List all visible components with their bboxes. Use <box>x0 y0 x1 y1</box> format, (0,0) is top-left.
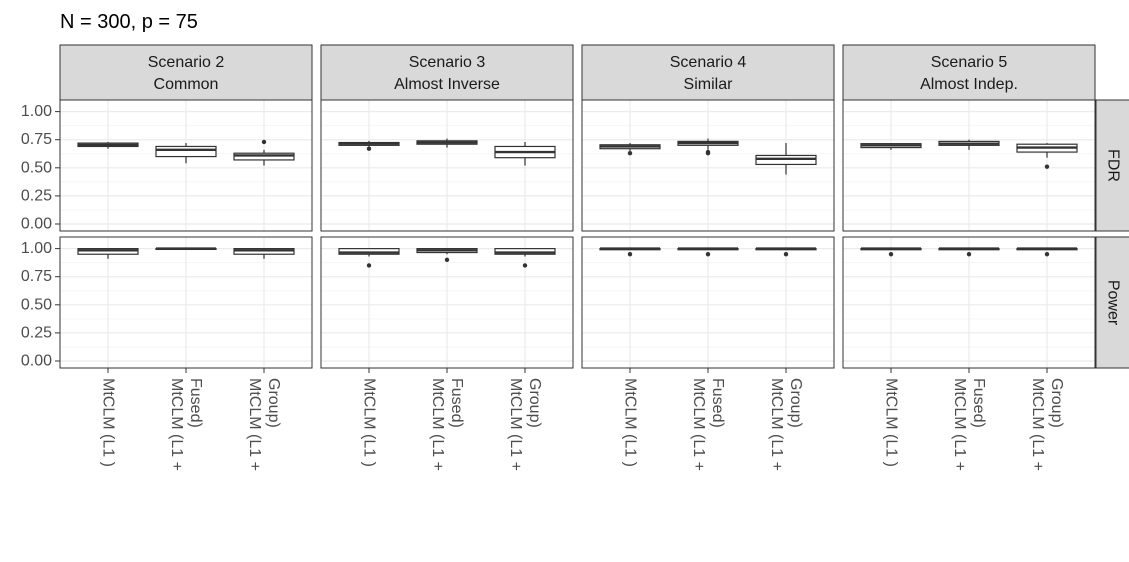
outlier-point <box>889 252 893 256</box>
y-tick-label: 0.25 <box>21 187 52 204</box>
outlier-point <box>262 140 266 144</box>
x-tick-label: MtCLM (L1 + <box>1029 378 1046 471</box>
x-tick-label: MtCLM (L1 ) <box>100 378 117 467</box>
x-tick-label: MtCLM (L1 + <box>768 378 785 471</box>
facet-strip-label-line1-4: Scenario 5 <box>931 54 1008 71</box>
x-tick-label: MtCLM (L1 + <box>429 378 446 471</box>
facet-strip-label-line1-3: Scenario 4 <box>670 54 747 71</box>
facet-strip-label-line2-1: Common <box>154 76 219 93</box>
y-tick-label: 0.00 <box>21 216 52 233</box>
outlier-point <box>967 252 971 256</box>
outlier-point <box>706 252 710 256</box>
x-tick-label: Group) <box>787 378 804 428</box>
x-tick-label: MtCLM (L1 ) <box>361 378 378 467</box>
x-tick-label: Group) <box>265 378 282 428</box>
y-tick-label: 1.00 <box>21 103 52 120</box>
x-tick-label: MtCLM (L1 + <box>951 378 968 471</box>
x-tick-label: MtCLM (L1 ) <box>622 378 639 467</box>
box-iqr <box>156 146 216 156</box>
x-tick-label: MtCLM (L1 + <box>690 378 707 471</box>
chart-title: N = 300, p = 75 <box>60 11 198 33</box>
x-tick-label: MtCLM (L1 + <box>507 378 524 471</box>
facet-strip-label-line2-4: Almost Indep. <box>920 76 1018 93</box>
y-tick-label: 0.50 <box>21 296 52 313</box>
boxplot-mtclm-l1-fused <box>156 249 216 250</box>
facet-strip-label-line2-2: Almost Inverse <box>394 76 500 93</box>
outlier-point <box>445 258 449 262</box>
outlier-point <box>1045 164 1049 168</box>
x-tick-label: Group) <box>1048 378 1065 428</box>
facet-strip-label-line2-3: Similar <box>684 76 734 93</box>
row-strip-label-power: Power <box>1105 280 1122 326</box>
outlier-point <box>523 263 527 267</box>
x-tick-label: MtCLM (L1 ) <box>883 378 900 467</box>
x-tick-label: Fused) <box>187 378 204 428</box>
outlier-point <box>628 252 632 256</box>
row-strip-label-fdr: FDR <box>1105 149 1122 182</box>
y-tick-label: 0.75 <box>21 268 52 285</box>
x-tick-label: Fused) <box>709 378 726 428</box>
facet-strip-label-line1-2: Scenario 3 <box>409 54 486 71</box>
x-tick-label: MtCLM (L1 + <box>168 378 185 471</box>
outlier-point <box>628 151 632 155</box>
outlier-point <box>1045 252 1049 256</box>
y-tick-label: 0.75 <box>21 131 52 148</box>
y-tick-label: 1.00 <box>21 240 52 257</box>
panels-layer: Scenario 2 Common Scenario 3 Almost Inverse… <box>21 45 1129 471</box>
outlier-point <box>367 263 371 267</box>
facet-strip-label-line1-1: Scenario 2 <box>148 54 225 71</box>
y-tick-label: 0.25 <box>21 324 52 341</box>
x-tick-label: Fused) <box>970 378 987 428</box>
outlier-point <box>367 147 371 151</box>
outlier-point <box>784 252 788 256</box>
outlier-point <box>706 151 710 155</box>
x-tick-label: Fused) <box>448 378 465 428</box>
y-tick-label: 0.00 <box>21 353 52 370</box>
x-tick-label: Group) <box>526 378 543 428</box>
x-tick-label: MtCLM (L1 + <box>246 378 263 471</box>
y-tick-label: 0.50 <box>21 159 52 176</box>
